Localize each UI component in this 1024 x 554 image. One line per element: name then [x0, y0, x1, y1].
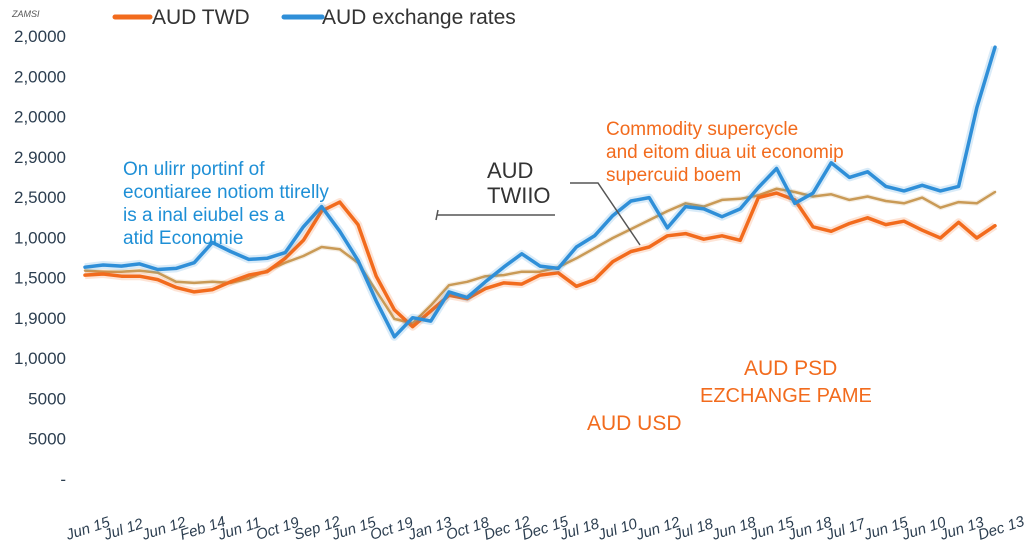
annotation-left-line-3: is a inal eiubel es a [123, 205, 285, 226]
annotation-left-line-4: atid Economie [123, 228, 243, 249]
series-line-aud-twd [83, 191, 997, 329]
annotation-usd-label: AUD USD [587, 412, 682, 435]
legend-label-aud-rates: AUD exchange rates [322, 6, 516, 29]
y-tick-label: 2,0000 [14, 108, 66, 127]
annotation-mid: AUD TWIIO [487, 158, 551, 208]
legend-label-aud-twd: AUD TWD [152, 6, 250, 29]
y-tick-label: 1,0000 [14, 349, 66, 368]
leader-line-right [570, 182, 641, 246]
y-tick-label: 2,0000 [14, 67, 66, 86]
annotation-right-line-2: and eitom diua uit economip [606, 142, 844, 163]
x-tick-label: Dec 13 [976, 513, 1024, 544]
y-tick-label: 2,5000 [14, 188, 66, 207]
y-axis: 2,0000 2,0000 2,0000 2,9000 2,5000 1,0000 1,50… [14, 27, 66, 489]
y-tick-label: 5000 [28, 430, 66, 449]
y-tick-label: - [60, 470, 66, 489]
y-tick-label: 2,0000 [14, 27, 66, 46]
y-tick-label: 2,9000 [14, 148, 66, 167]
series-line-aud-rates [83, 45, 997, 339]
y-tick-label: 5000 [28, 389, 66, 408]
y-tick-label: 1,5000 [14, 269, 66, 288]
y-tick-label: 1,0000 [14, 228, 66, 247]
leader-tick [435, 209, 439, 221]
annotation-psd: AUD PSD EZCHANGE PAME [700, 357, 872, 407]
annotation-right-line-3: supercuid boem [606, 165, 741, 186]
annotation-mid-line-1: AUD [487, 158, 533, 183]
annotation-left: On ulirr portinf of econtiaree notiom tt… [123, 159, 329, 249]
corner-label: ZAMSI [11, 9, 40, 19]
annotation-left-line-1: On ulirr portinf of [123, 159, 265, 180]
annotation-psd-line-1: AUD PSD [744, 357, 837, 380]
annotation-psd-line-2: EZCHANGE PAME [700, 385, 872, 407]
annotation-left-line-2: econtiaree notiom ttirelly [123, 182, 329, 203]
annotation-mid-line-2: TWIIO [487, 183, 551, 208]
legend: AUD TWD AUD exchange rates [112, 6, 516, 29]
y-tick-label: 1,9000 [14, 309, 66, 328]
annotation-right-line-1: Commodity supercycle [606, 119, 798, 140]
annotation-right: Commodity supercycle and eitom diua uit … [606, 119, 844, 186]
annotation-leaders [435, 182, 641, 246]
x-tick-label: Jul 10 [595, 515, 640, 544]
series-line-trend [83, 187, 997, 325]
series-group [83, 45, 999, 341]
